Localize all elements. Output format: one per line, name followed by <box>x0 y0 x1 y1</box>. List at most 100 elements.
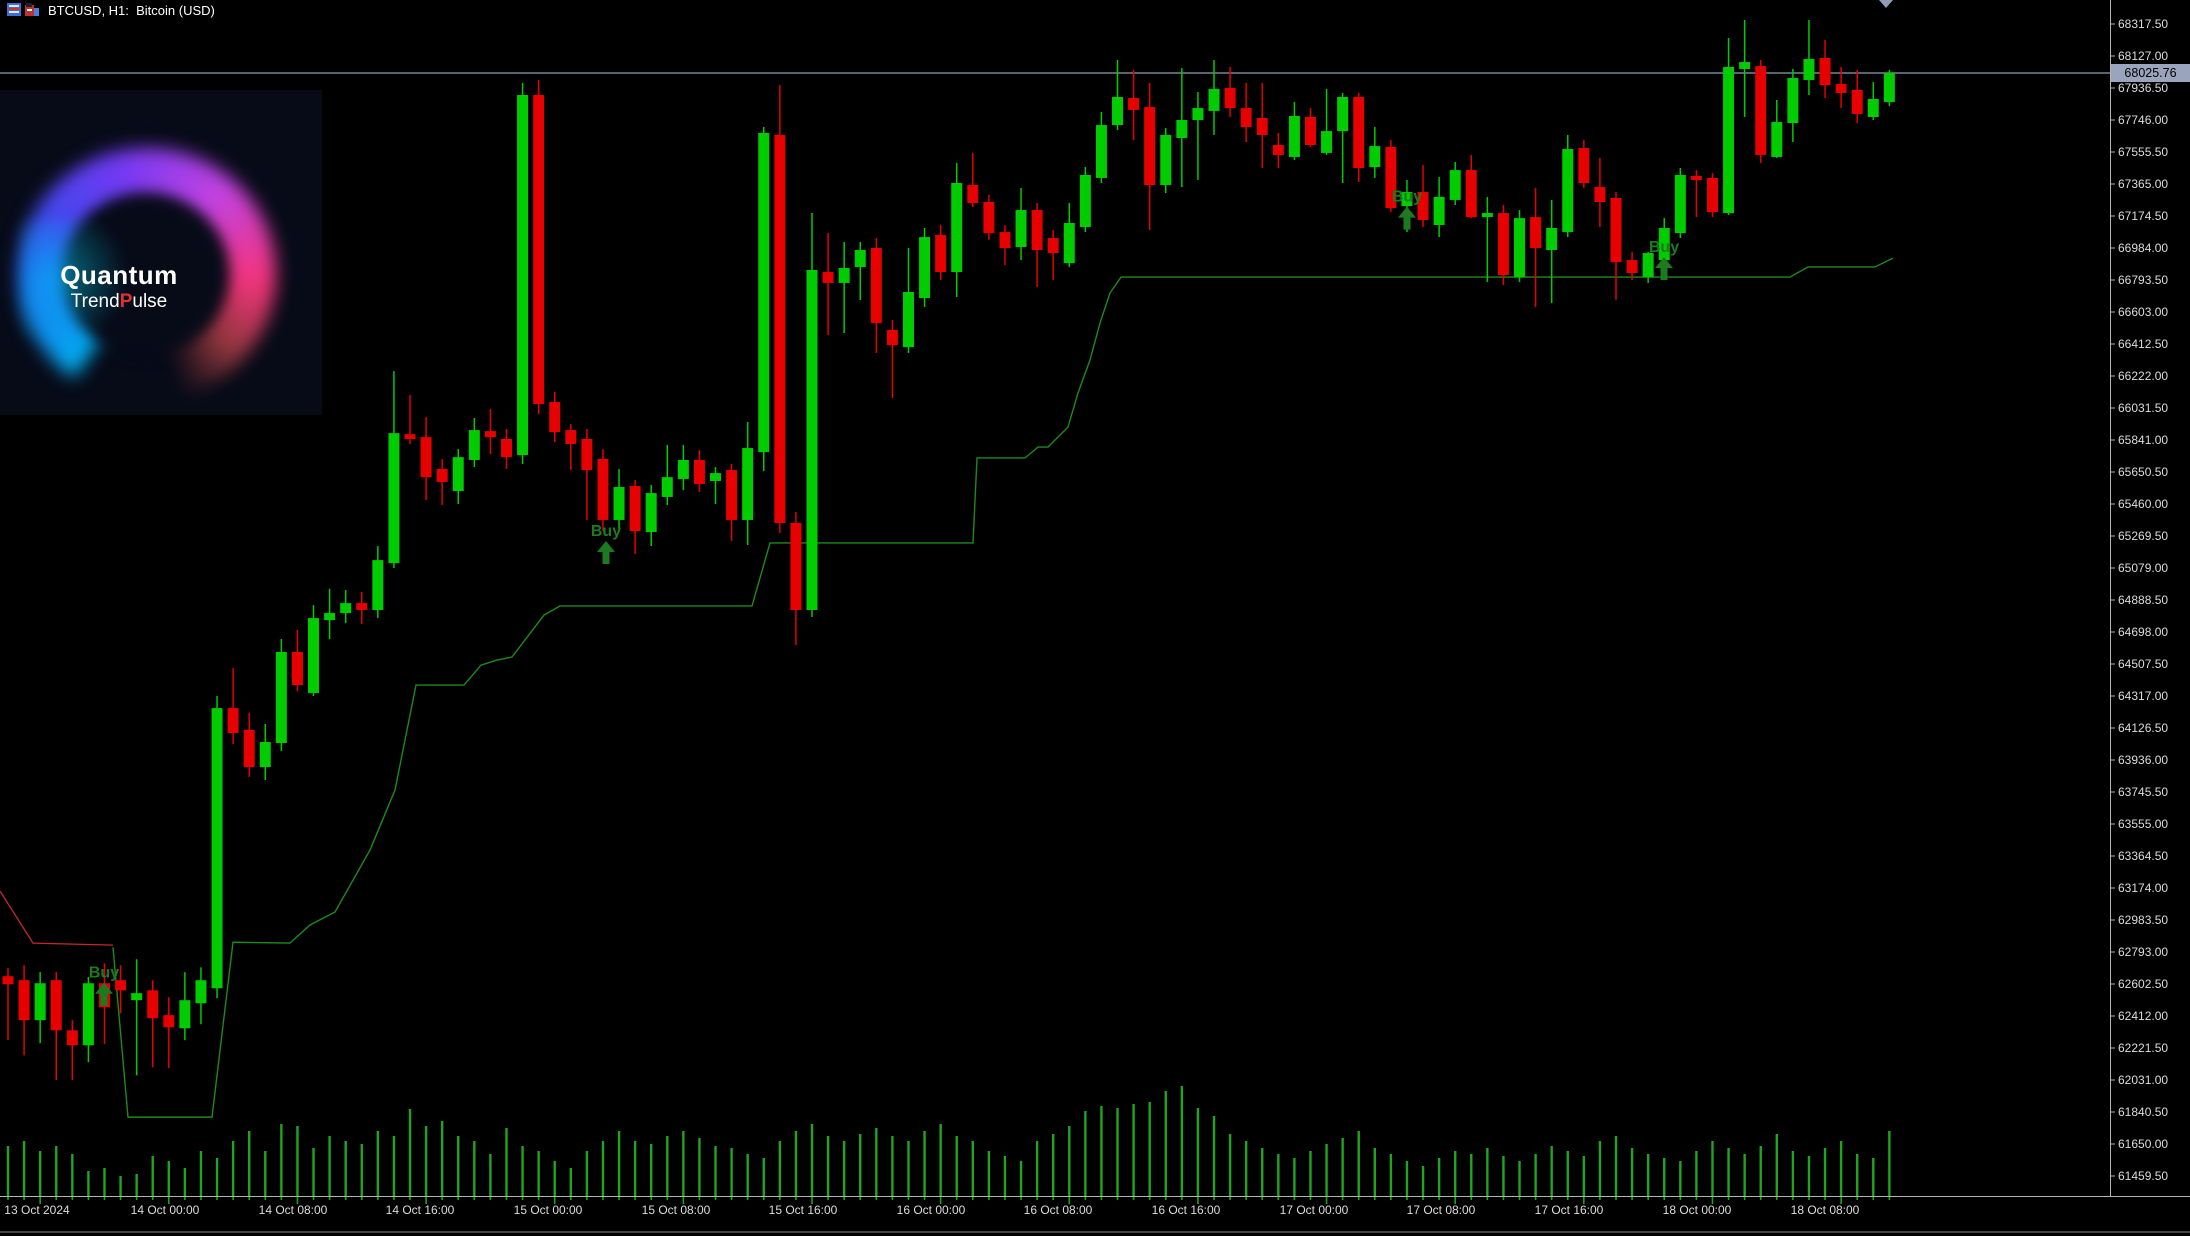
candle-down <box>500 438 512 458</box>
candle-down <box>115 980 127 991</box>
buy-arrow-icon <box>597 540 615 564</box>
candle-down <box>1031 210 1043 251</box>
candle-up <box>645 493 657 533</box>
candle-up <box>1803 59 1815 81</box>
price-axis-label: 67365.00 <box>2118 177 2168 191</box>
price-axis-label: 62031.00 <box>2118 1073 2168 1087</box>
price-axis-label: 64126.50 <box>2118 721 2168 735</box>
price-axis-label: 63745.50 <box>2118 785 2168 799</box>
candle-up <box>308 618 320 693</box>
candle-down <box>1706 177 1718 213</box>
journal-grid-icon[interactable] <box>7 3 21 16</box>
buy-arrow-icon <box>95 982 113 1006</box>
logo-subtitle: TrendPulse <box>70 291 168 312</box>
candle-up <box>1674 174 1686 234</box>
candle-up <box>324 613 336 621</box>
chart-file-icon[interactable] <box>25 3 39 16</box>
chart-titlebar: BTCUSD, H1: Bitcoin (USD) <box>0 0 2190 20</box>
candle-up <box>259 742 271 768</box>
time-axis-label: 14 Oct 16:00 <box>386 1203 455 1217</box>
candle-up <box>1160 134 1172 186</box>
time-axis-label: 18 Oct 00:00 <box>1663 1203 1732 1217</box>
candle-up <box>661 477 673 497</box>
time-axis-label: 13 Oct 2024 <box>4 1203 70 1217</box>
price-axis-label: 62983.50 <box>2118 913 2168 927</box>
candle-down <box>1353 96 1365 169</box>
candle-down <box>967 185 979 203</box>
candle-down <box>1240 108 1252 128</box>
buy-arrow-icon <box>1398 206 1416 230</box>
price-axis-label: 67174.50 <box>2118 209 2168 223</box>
price-axis-label: 66031.50 <box>2118 401 2168 415</box>
price-axis-label: 61840.50 <box>2118 1105 2168 1119</box>
candle-down <box>1256 117 1268 135</box>
candle-up <box>838 267 850 283</box>
candle-up <box>1449 170 1461 200</box>
candle-up <box>1546 228 1558 251</box>
buy-arrow-icon <box>1655 257 1673 281</box>
candle-down <box>404 434 416 439</box>
candle-up <box>710 473 722 481</box>
candle-up <box>1514 218 1526 278</box>
candle-up <box>1095 125 1107 178</box>
buy-signal-label: Buy <box>1392 189 1422 206</box>
candle-down <box>1272 145 1284 155</box>
candle-up <box>1562 149 1574 233</box>
candle-down <box>1594 187 1606 202</box>
price-axis-label: 68127.00 <box>2118 49 2168 63</box>
candle-down <box>227 708 239 733</box>
candle-up <box>1063 222 1075 264</box>
candle-up <box>951 182 963 273</box>
candle-up <box>1787 78 1799 124</box>
candle-up <box>919 237 931 299</box>
candle-down <box>66 1030 78 1046</box>
price-axis-label: 63364.50 <box>2118 849 2168 863</box>
candle-down <box>291 651 303 686</box>
price-axis-label: 64507.50 <box>2118 657 2168 671</box>
candle-down <box>693 459 705 485</box>
time-axis-label: 17 Oct 08:00 <box>1407 1203 1476 1217</box>
buy-signal-label: Buy <box>1649 239 1679 256</box>
price-axis-label: 64888.50 <box>2118 593 2168 607</box>
candle-down <box>1610 197 1622 263</box>
time-axis-label: 15 Oct 08:00 <box>642 1203 711 1217</box>
price-axis-label: 61650.00 <box>2118 1137 2168 1151</box>
candle-up <box>468 430 480 460</box>
price-axis-label: 65079.00 <box>2118 561 2168 575</box>
candle-up <box>179 1000 191 1029</box>
candle-up <box>275 651 287 744</box>
candle-up <box>452 457 464 492</box>
candle-down <box>1224 87 1236 109</box>
candle-down <box>163 1015 175 1028</box>
candle-down <box>243 729 255 768</box>
candle-down <box>822 272 834 283</box>
time-axis-label: 17 Oct 00:00 <box>1280 1203 1349 1217</box>
candle-down <box>1835 84 1847 93</box>
price-axis-label: 66412.50 <box>2118 337 2168 351</box>
candle-down <box>1530 217 1542 248</box>
candle-down <box>50 980 62 1031</box>
candle-up <box>517 94 529 456</box>
candle-down <box>1385 147 1397 209</box>
candle-down <box>420 437 432 478</box>
candle-down <box>1851 89 1863 114</box>
candle-up <box>340 603 352 614</box>
candle-up <box>1433 196 1445 225</box>
price-axis-label: 62412.00 <box>2118 1009 2168 1023</box>
candle-down <box>1047 238 1059 254</box>
candle-down <box>533 94 545 405</box>
candle-up <box>211 708 223 989</box>
candle-up <box>1321 131 1333 153</box>
candle-up <box>1337 96 1349 132</box>
price-axis-label: 67555.50 <box>2118 145 2168 159</box>
candle-down <box>983 201 995 234</box>
candle-down <box>356 603 368 610</box>
candle-up <box>1112 96 1124 126</box>
time-axis-label: 16 Oct 08:00 <box>1024 1203 1093 1217</box>
candle-down <box>935 235 947 273</box>
candle-up <box>902 292 914 348</box>
chart-shift-marker-icon[interactable] <box>1879 0 1893 8</box>
candle-down <box>484 431 496 438</box>
